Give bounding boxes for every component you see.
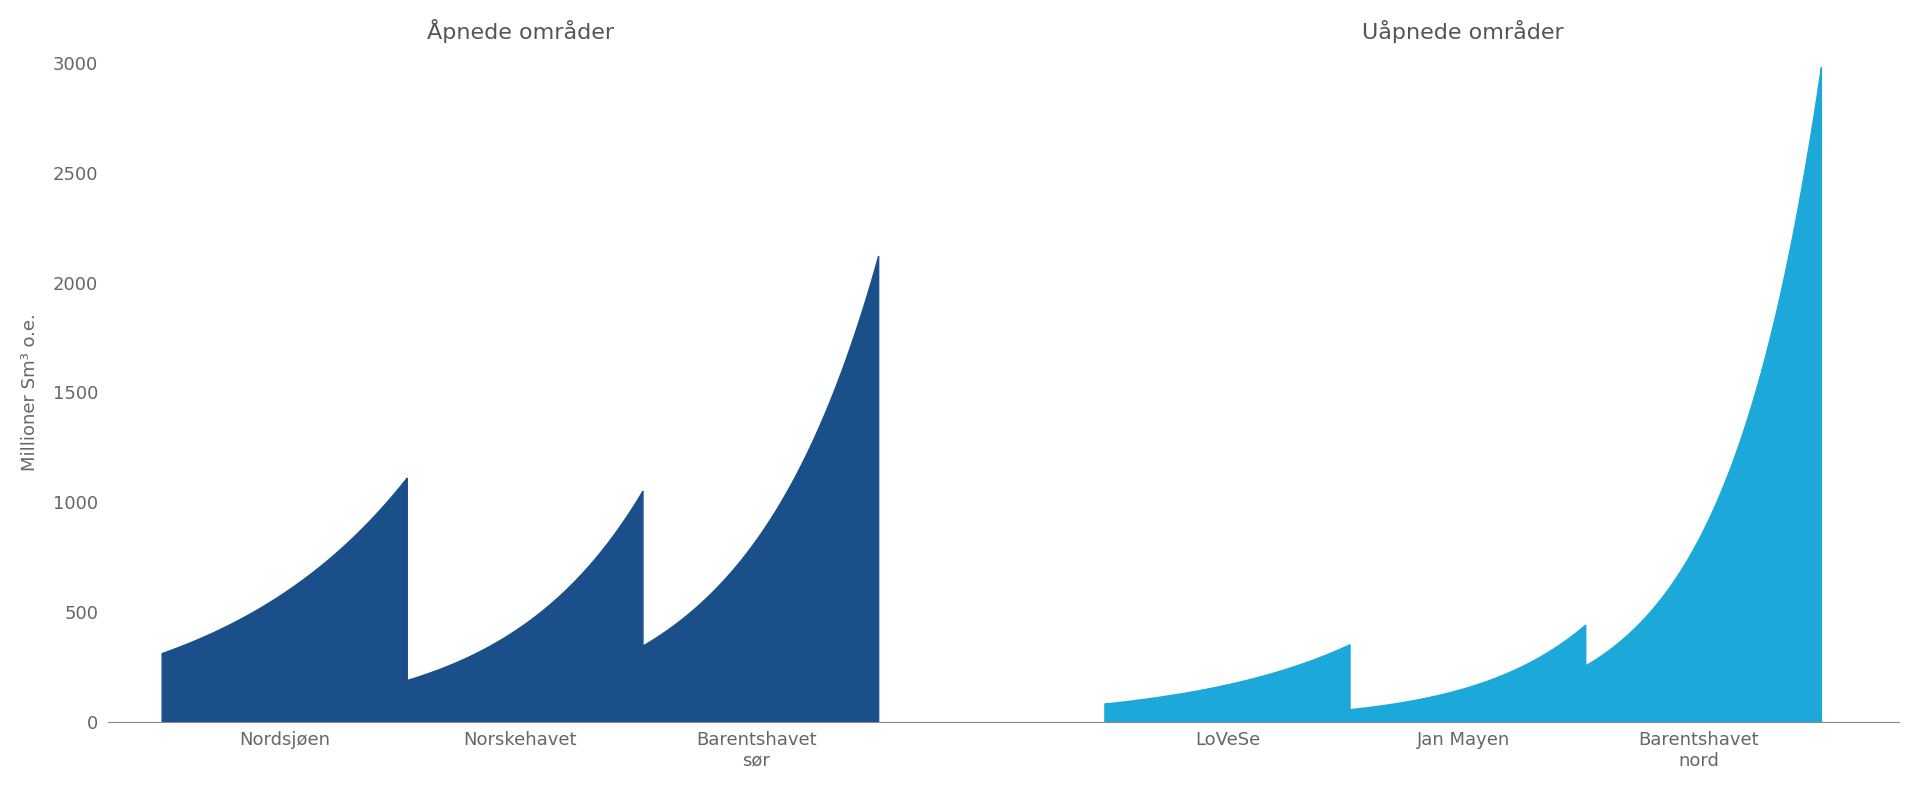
Polygon shape [161, 478, 407, 721]
Text: Åpnede områder: Åpnede områder [426, 19, 614, 44]
Y-axis label: Millioner Sm³ o.e.: Millioner Sm³ o.e. [21, 313, 38, 471]
Polygon shape [1576, 671, 1822, 721]
Polygon shape [634, 256, 879, 721]
Text: Uåpnede områder: Uåpnede områder [1363, 21, 1565, 44]
Polygon shape [397, 683, 643, 721]
Polygon shape [1104, 645, 1350, 721]
Polygon shape [634, 652, 879, 721]
Polygon shape [1104, 704, 1350, 721]
Polygon shape [1340, 710, 1586, 721]
Polygon shape [1340, 625, 1586, 721]
Polygon shape [397, 491, 643, 721]
Polygon shape [1576, 67, 1822, 721]
Polygon shape [161, 653, 407, 721]
